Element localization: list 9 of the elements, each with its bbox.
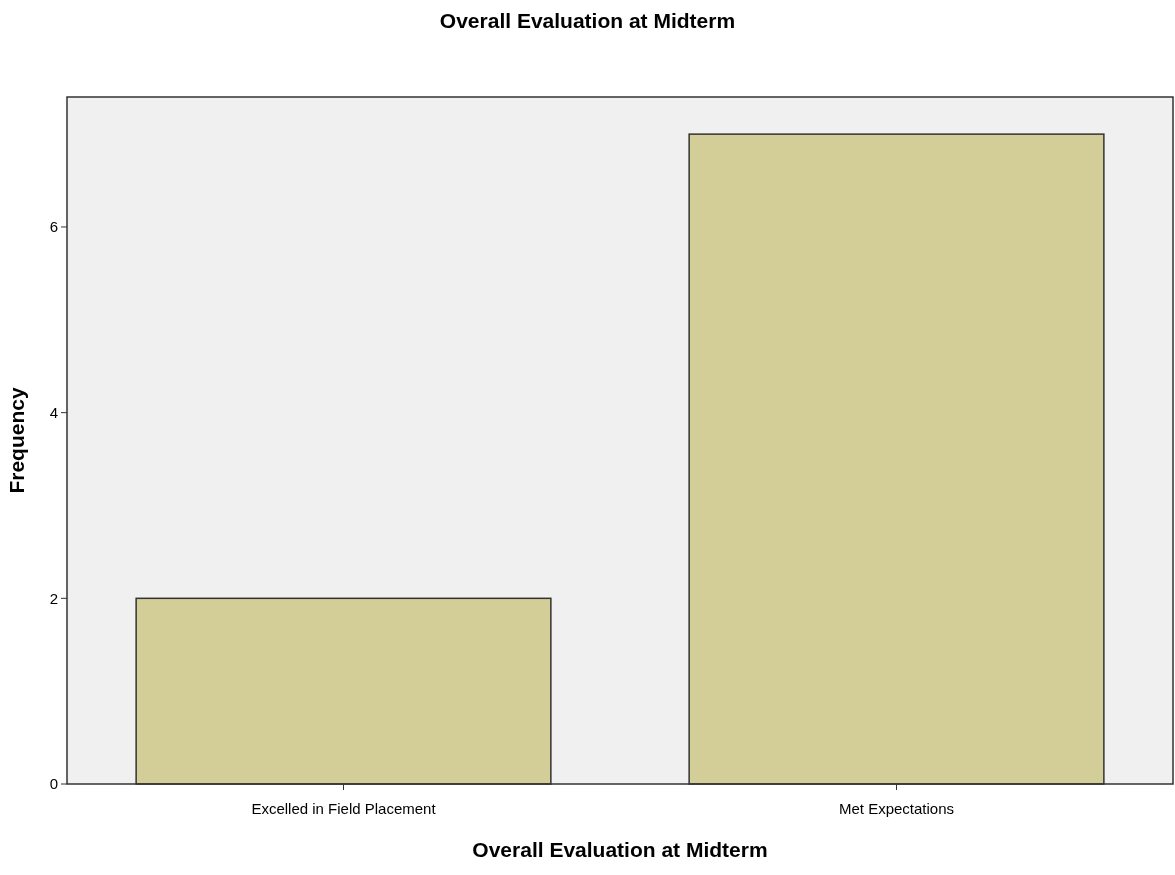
y-tick-label: 6: [49, 218, 58, 236]
y-axis-title: Frequency: [5, 387, 28, 494]
x-axis-title: Overall Evaluation at Midterm: [472, 838, 768, 861]
y-tick-label: 4: [49, 403, 58, 421]
x-tick-label: Excelled in Field Placement: [251, 800, 437, 817]
x-tick-label: Met Expectations: [838, 800, 955, 817]
chart-title: Overall Evaluation at Midterm: [439, 9, 736, 32]
y-tick-label: 0: [49, 775, 58, 793]
y-tick-label: 2: [49, 589, 58, 607]
